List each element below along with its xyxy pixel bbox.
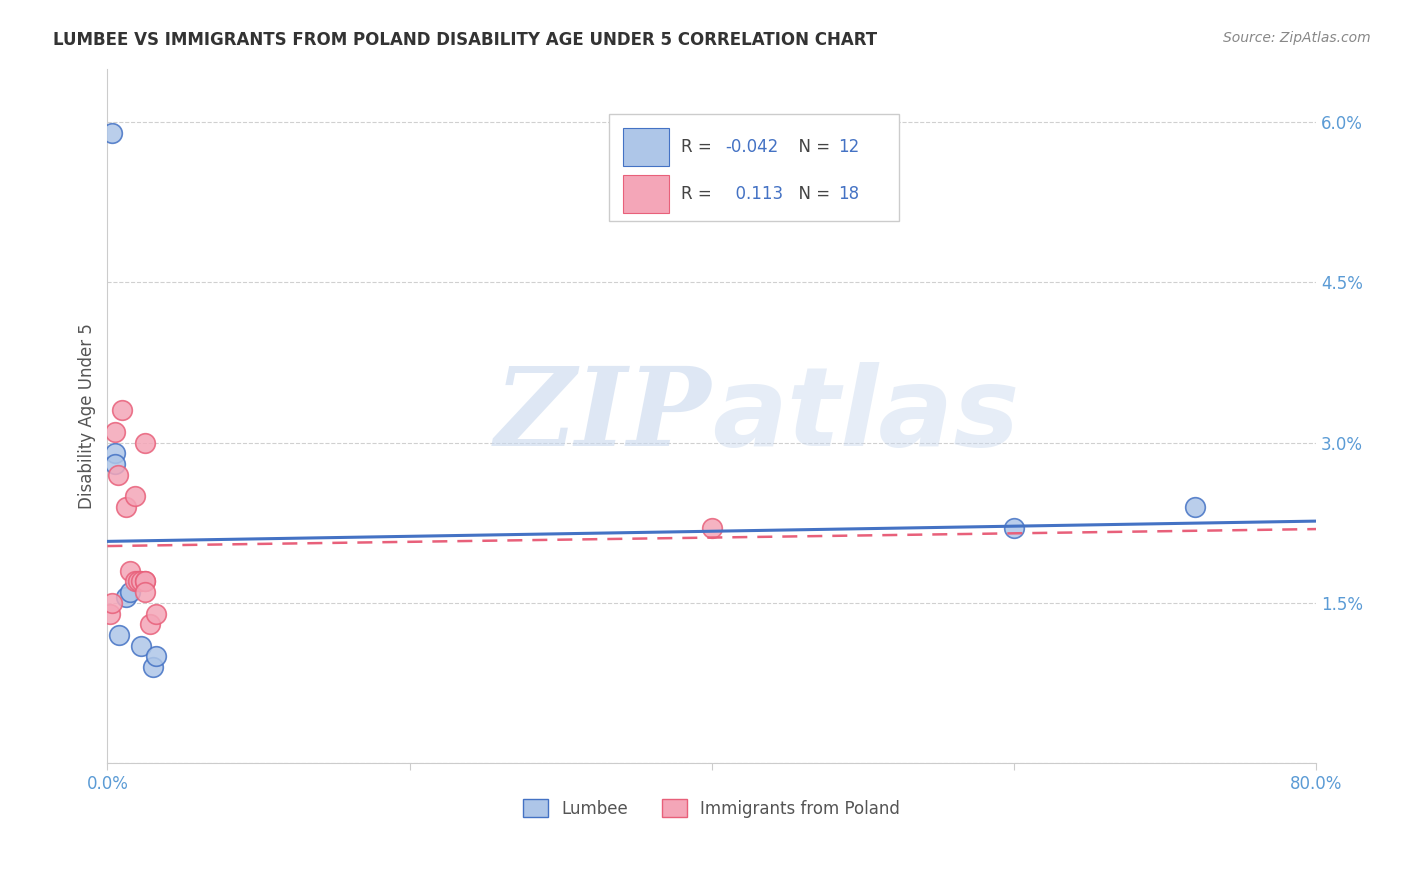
Point — [124, 489, 146, 503]
Text: -0.042: -0.042 — [725, 138, 779, 156]
Text: atlas: atlas — [711, 362, 1019, 469]
Point — [104, 446, 127, 460]
Point — [127, 574, 149, 589]
Text: R =: R = — [682, 185, 717, 202]
Point — [100, 607, 122, 621]
Text: Source: ZipAtlas.com: Source: ZipAtlas.com — [1223, 31, 1371, 45]
Legend: Lumbee, Immigrants from Poland: Lumbee, Immigrants from Poland — [517, 793, 907, 824]
Point — [142, 660, 165, 674]
Point — [145, 649, 167, 664]
Point — [1002, 521, 1025, 535]
Point — [134, 574, 156, 589]
Point — [101, 126, 124, 140]
Point — [118, 585, 141, 599]
FancyBboxPatch shape — [623, 128, 669, 166]
Text: N =: N = — [787, 138, 835, 156]
Point — [129, 639, 152, 653]
Point — [129, 574, 152, 589]
Point — [118, 564, 141, 578]
Point — [101, 596, 124, 610]
Point — [134, 435, 156, 450]
Point — [1184, 500, 1206, 514]
Point — [127, 574, 149, 589]
Point — [114, 591, 136, 605]
Point — [104, 457, 127, 471]
Point — [104, 425, 127, 439]
Point — [134, 574, 156, 589]
Text: 0.113: 0.113 — [725, 185, 783, 202]
Point — [145, 607, 167, 621]
Point — [107, 467, 129, 482]
Text: 18: 18 — [838, 185, 859, 202]
Text: ZIP: ZIP — [495, 362, 711, 469]
Point — [124, 574, 146, 589]
Y-axis label: Disability Age Under 5: Disability Age Under 5 — [79, 323, 96, 508]
FancyBboxPatch shape — [623, 175, 669, 213]
Point — [108, 628, 131, 642]
Text: R =: R = — [682, 138, 717, 156]
Point — [138, 617, 160, 632]
FancyBboxPatch shape — [609, 113, 898, 221]
Text: LUMBEE VS IMMIGRANTS FROM POLAND DISABILITY AGE UNDER 5 CORRELATION CHART: LUMBEE VS IMMIGRANTS FROM POLAND DISABIL… — [53, 31, 877, 49]
Text: N =: N = — [787, 185, 835, 202]
Point — [700, 521, 723, 535]
Point — [111, 403, 134, 417]
Text: 12: 12 — [838, 138, 860, 156]
Point — [114, 500, 136, 514]
Point — [134, 585, 156, 599]
